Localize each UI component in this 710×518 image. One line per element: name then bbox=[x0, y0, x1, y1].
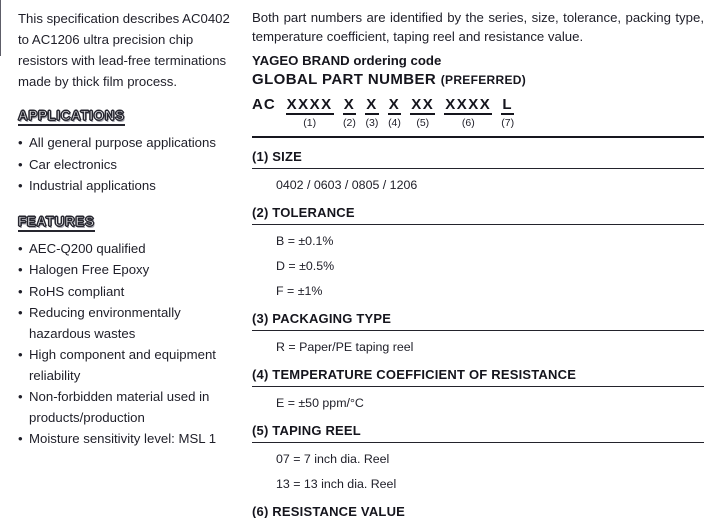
part-code-segment: XXXX bbox=[444, 96, 493, 115]
feature-item: Halogen Free Epoxy bbox=[18, 260, 232, 281]
left-column: This specification describes AC0402 to A… bbox=[18, 8, 232, 518]
part-code-segment: X bbox=[387, 96, 402, 115]
section-body: E = ±50 ppm/°C bbox=[252, 395, 704, 412]
section-divider bbox=[252, 168, 704, 169]
feature-item: Reducing environmentally hazardous waste… bbox=[18, 303, 232, 344]
section-divider bbox=[252, 330, 704, 331]
section-divider bbox=[252, 442, 704, 443]
section-heading: (6) RESISTANCE VALUE bbox=[252, 504, 406, 518]
ordering-intro: Both part numbers are identified by the … bbox=[252, 10, 704, 44]
part-number-diagram: AC XXXX (1) X (2) X (3) X (4) XX (5) bbox=[252, 96, 704, 129]
section-body: B = ±0.1% D = ±0.5% F = ±1% bbox=[252, 233, 704, 300]
application-item: All general purpose applications bbox=[18, 133, 232, 154]
part-code-segment: XX bbox=[410, 96, 436, 115]
section-line: 07 = 7 inch dia. Reel bbox=[276, 452, 390, 466]
part-code-position: (3) bbox=[365, 117, 379, 129]
spec-description: This specification describes AC0402 to A… bbox=[18, 11, 230, 89]
feature-item: AEC-Q200 qualified bbox=[18, 239, 232, 260]
application-item: Car electronics bbox=[18, 155, 232, 176]
section-taping-reel: (5) TAPING REEL 07 = 7 inch dia. Reel 13… bbox=[252, 423, 704, 493]
part-code-segment: X bbox=[365, 96, 379, 115]
part-code-position: (7) bbox=[501, 117, 515, 129]
page-edge-artifact bbox=[0, 0, 1, 56]
part-code-group: XXXX (6) bbox=[444, 96, 493, 129]
part-code-segment: X bbox=[342, 96, 357, 115]
section-line: F = ±1% bbox=[276, 284, 323, 298]
application-item: Industrial applications bbox=[18, 176, 232, 197]
thick-divider bbox=[252, 136, 704, 138]
feature-item: High component and equipment reliability bbox=[18, 345, 232, 386]
section-divider bbox=[252, 386, 704, 387]
feature-item: Moisture sensitivity level: MSL 1 bbox=[18, 429, 232, 450]
part-code-group: X (2) bbox=[342, 96, 357, 129]
section-line: D = ±0.5% bbox=[276, 259, 335, 273]
part-code-group: XXXX (1) bbox=[285, 96, 334, 129]
section-heading: (2) TOLERANCE bbox=[252, 205, 355, 220]
section-size: (1) SIZE 0402 / 0603 / 0805 / 1206 bbox=[252, 149, 704, 194]
section-body: 0402 / 0603 / 0805 / 1206 bbox=[252, 177, 704, 194]
part-code-group: XX (5) bbox=[410, 96, 436, 129]
feature-item: Non-forbidden material used in products/… bbox=[18, 387, 232, 428]
features-list: AEC-Q200 qualified Halogen Free Epoxy Ro… bbox=[18, 239, 232, 450]
global-part-number-title: GLOBAL PART NUMBER (PREFERRED) bbox=[252, 71, 704, 88]
section-line: 0402 / 0603 / 0805 / 1206 bbox=[276, 178, 418, 192]
section-line: 13 = 13 inch dia. Reel bbox=[276, 477, 397, 491]
part-code-group: X (3) bbox=[365, 96, 379, 129]
part-code-position: (4) bbox=[388, 117, 401, 129]
applications-list: All general purpose applications Car ele… bbox=[18, 133, 232, 197]
part-code-segment: XXXX bbox=[285, 96, 334, 115]
section-body: R = Paper/PE taping reel bbox=[252, 339, 704, 356]
part-code-prefix: AC bbox=[252, 96, 276, 113]
part-code-position: (5) bbox=[416, 117, 430, 129]
right-column: Both part numbers are identified by the … bbox=[252, 8, 704, 518]
part-code-position: (1) bbox=[303, 117, 317, 129]
yageo-brand-line: YAGEO BRAND ordering code bbox=[252, 53, 442, 68]
section-heading: (1) SIZE bbox=[252, 149, 302, 164]
section-line: B = ±0.1% bbox=[276, 234, 334, 248]
section-body: 07 = 7 inch dia. Reel 13 = 13 inch dia. … bbox=[252, 451, 704, 493]
section-resistance-value: (6) RESISTANCE VALUE There are 2~4 digit… bbox=[252, 504, 704, 518]
feature-item: RoHS compliant bbox=[18, 282, 232, 303]
preferred-label: (PREFERRED) bbox=[440, 73, 527, 87]
section-packaging-type: (3) PACKAGING TYPE R = Paper/PE taping r… bbox=[252, 311, 704, 356]
section-line: R = Paper/PE taping reel bbox=[276, 340, 414, 354]
applications-heading: APPLICATIONS bbox=[18, 108, 125, 126]
part-code-position: (6) bbox=[461, 117, 475, 129]
part-code-segment: L bbox=[501, 96, 515, 115]
section-tolerance: (2) TOLERANCE B = ±0.1% D = ±0.5% F = ±1… bbox=[252, 205, 704, 300]
section-heading: (4) TEMPERATURE COEFFICIENT OF RESISTANC… bbox=[252, 367, 577, 382]
part-code-group: X (4) bbox=[387, 96, 402, 129]
section-line: E = ±50 ppm/°C bbox=[276, 396, 364, 410]
features-heading: FEATURES bbox=[18, 213, 95, 232]
section-temperature-coefficient: (4) TEMPERATURE COEFFICIENT OF RESISTANC… bbox=[252, 367, 704, 412]
part-code-position: (2) bbox=[343, 117, 356, 129]
part-code-group: L (7) bbox=[501, 96, 514, 129]
global-part-number-label: GLOBAL PART NUMBER bbox=[252, 71, 437, 88]
section-heading: (3) PACKAGING TYPE bbox=[252, 311, 392, 326]
section-divider bbox=[252, 224, 704, 225]
section-heading: (5) TAPING REEL bbox=[252, 423, 361, 438]
